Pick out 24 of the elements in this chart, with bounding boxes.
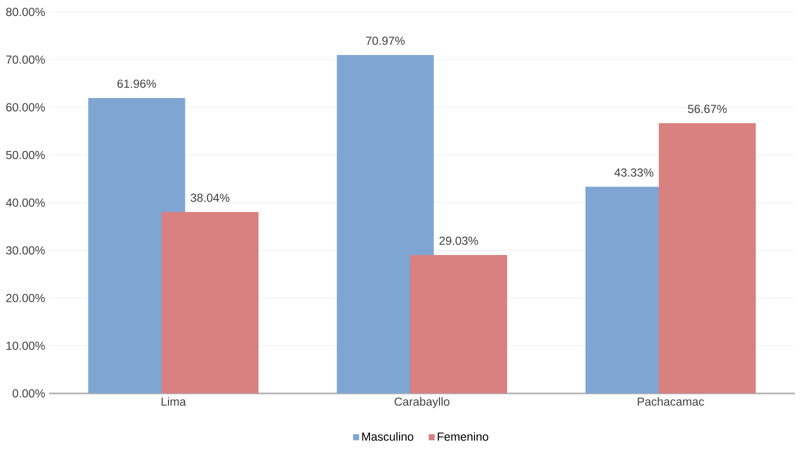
bar — [410, 255, 508, 394]
y-tick-label: 70.00% — [6, 56, 45, 64]
legend-label: Masculino — [362, 432, 414, 441]
y-tick-label: 0.00% — [12, 389, 45, 398]
y-tick-label: 30.00% — [6, 246, 45, 255]
bar — [658, 123, 756, 394]
data-label: 43.33% — [614, 168, 654, 177]
bar — [336, 55, 434, 394]
x-tick-label: Carabayllo — [394, 397, 450, 408]
y-tick-label: 80.00% — [6, 8, 45, 16]
y-tick-label: 60.00% — [6, 103, 45, 112]
y-tick-label: 10.00% — [6, 342, 45, 350]
x-tick-label: Pachacamac — [638, 397, 704, 406]
data-label: 70.97% — [366, 36, 405, 45]
y-tick-label: 50.00% — [6, 150, 45, 160]
legend-label: Femenino — [438, 432, 488, 441]
data-label: 29.03% — [439, 236, 478, 245]
x-tick-label: Lima — [162, 397, 186, 406]
y-tick-label: 40.00% — [6, 198, 45, 207]
data-label: 38.04% — [190, 194, 230, 202]
data-label: 56.67% — [688, 104, 727, 114]
data-label: 61.96% — [117, 80, 156, 88]
y-tick-label: 20.00% — [6, 294, 45, 302]
bar — [162, 212, 259, 394]
